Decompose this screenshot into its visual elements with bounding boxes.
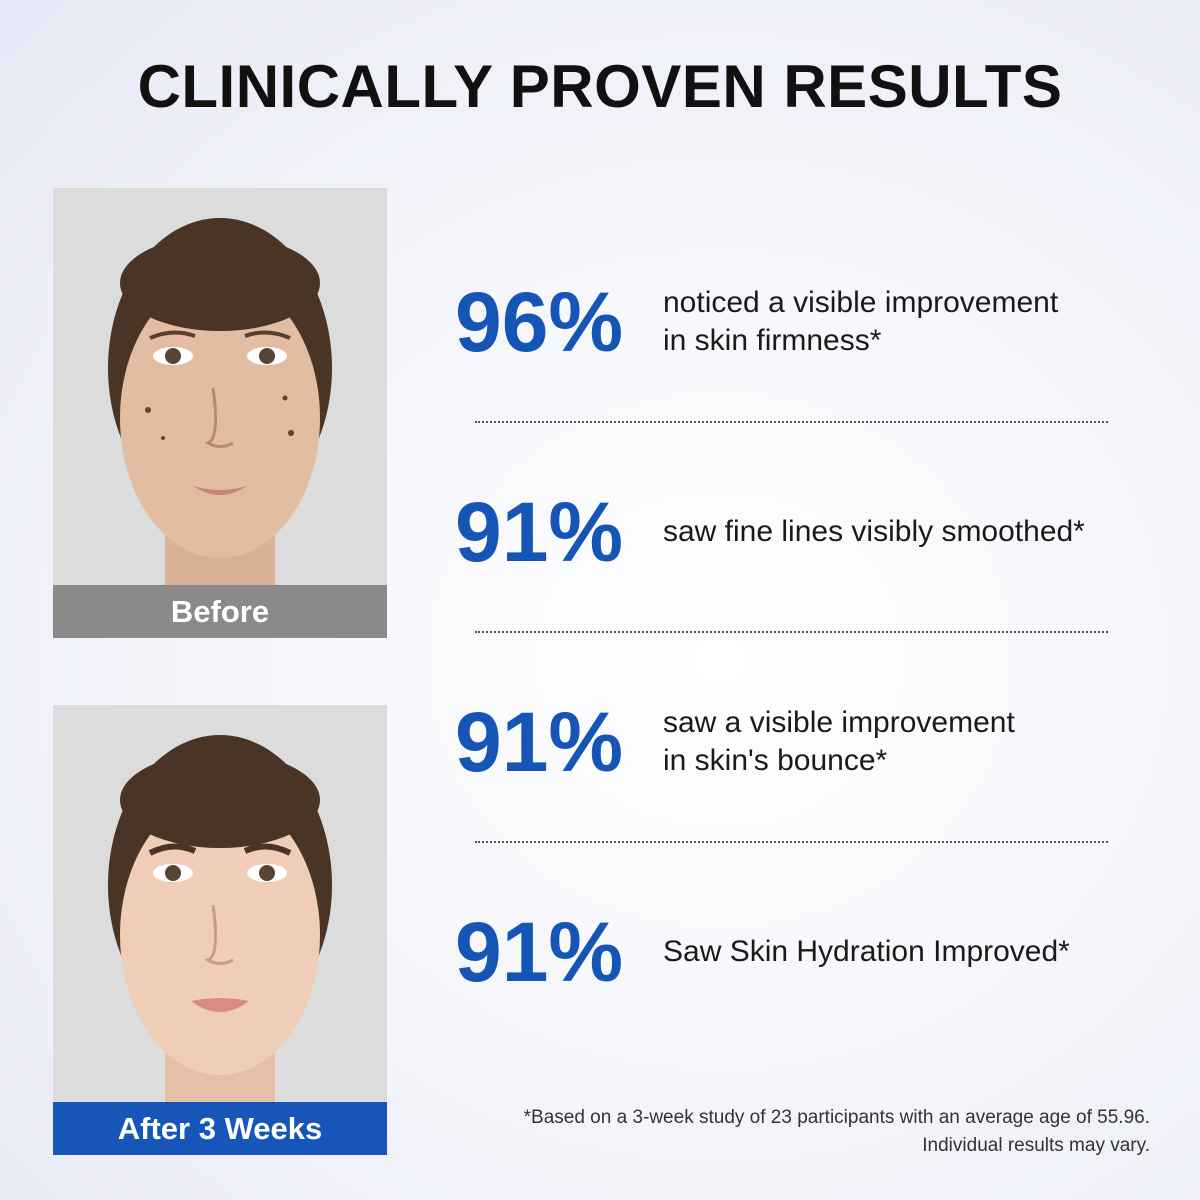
description-line: in skin firmness*: [663, 324, 882, 357]
before-photo: Before: [53, 188, 387, 638]
stat-row: 96% noticed a visible improvement in skin …: [455, 267, 1155, 377]
stat-row: 91% saw a visible improvement in skin's bo…: [455, 687, 1155, 797]
description-line: Saw Skin Hydration Improved*: [663, 935, 1070, 968]
stat-description: saw a visible improvement in skin's bounc…: [663, 704, 1015, 780]
face-illustration: [53, 188, 387, 638]
stat-description: noticed a visible improvement in skin fir…: [663, 284, 1058, 360]
after-photo: After 3 Weeks: [53, 705, 387, 1155]
separator: [475, 841, 1108, 843]
title: CLINICALLY PROVEN RESULTS: [137, 53, 1063, 120]
footnote-line: Individual results may vary.: [922, 1135, 1150, 1156]
stat-row: 91% Saw Skin Hydration Improved*: [455, 897, 1155, 1007]
stat-value: 91%: [455, 905, 624, 999]
separator: [475, 631, 1108, 633]
footnote-line: *Based on a 3-week study of 23 participa…: [523, 1107, 1150, 1128]
stat-row: 91% saw fine lines visibly smoothed*: [455, 477, 1155, 587]
face-illustration: [53, 705, 387, 1155]
description-line: noticed a visible improvement: [663, 286, 1059, 319]
stat-value: 91%: [455, 695, 624, 789]
description-line: saw fine lines visibly smoothed*: [663, 515, 1085, 548]
stat-description: Saw Skin Hydration Improved*: [663, 933, 1070, 971]
photo-label: Before: [53, 585, 387, 638]
stat-value: 96%: [455, 275, 624, 369]
separator: [475, 421, 1108, 423]
stat-value: 91%: [455, 485, 624, 579]
photo-label: After 3 Weeks: [53, 1102, 387, 1155]
stat-description: saw fine lines visibly smoothed*: [663, 513, 1085, 551]
description-line: in skin's bounce*: [663, 744, 888, 777]
footnote: *Based on a 3-week study of 23 participa…: [524, 1104, 1150, 1160]
description-line: saw a visible improvement: [663, 706, 1015, 739]
